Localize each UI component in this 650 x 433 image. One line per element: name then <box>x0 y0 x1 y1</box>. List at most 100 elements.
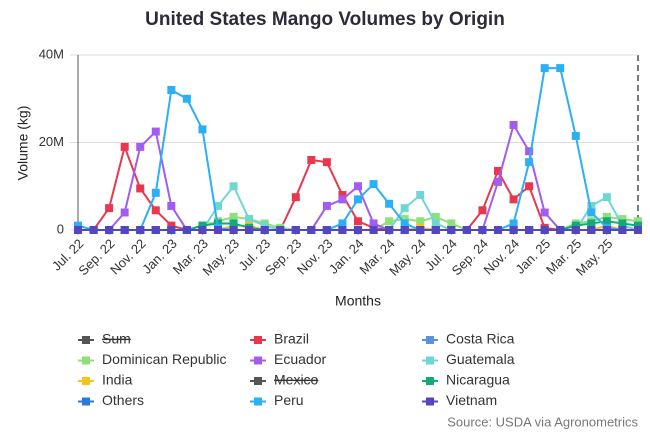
point <box>151 127 160 136</box>
point <box>229 226 238 234</box>
legend-item[interactable]: Guatemala <box>422 351 515 367</box>
legend-label: Ecuador <box>274 351 326 367</box>
legend-item[interactable]: Ecuador <box>250 351 326 367</box>
point <box>494 177 502 186</box>
point <box>556 226 565 234</box>
point <box>509 226 518 234</box>
legend-item[interactable]: Brazil <box>250 331 309 347</box>
point <box>618 215 627 224</box>
point <box>338 226 347 234</box>
point <box>462 226 471 234</box>
point <box>167 86 176 94</box>
point <box>322 226 331 234</box>
legend-label: India <box>102 372 133 388</box>
point <box>618 226 627 234</box>
point <box>602 226 611 234</box>
point <box>307 156 316 164</box>
legend-marker <box>426 336 434 344</box>
point <box>182 226 191 234</box>
point <box>105 204 114 213</box>
point <box>260 221 269 230</box>
point <box>400 226 409 234</box>
point <box>369 180 378 189</box>
legend-label: Vietnam <box>446 392 497 408</box>
legend-label: Nicaragua <box>446 372 510 388</box>
point <box>198 125 207 134</box>
x-tick-label: Nov. 24 <box>480 236 522 278</box>
legend-label: Peru <box>274 392 304 408</box>
point <box>447 226 456 234</box>
point <box>167 201 176 210</box>
legend-marker <box>82 356 90 365</box>
legend-label: Dominican Republic <box>102 351 227 367</box>
series-line <box>77 67 638 231</box>
legend-item[interactable]: Sum <box>78 331 131 347</box>
point <box>136 226 145 234</box>
point <box>338 191 347 199</box>
point <box>602 217 611 226</box>
point <box>276 226 285 234</box>
legend-label: Others <box>102 392 144 408</box>
point <box>354 217 362 226</box>
point <box>151 206 160 215</box>
legend-label: Brazil <box>274 331 309 347</box>
point <box>602 212 611 221</box>
point <box>167 221 176 230</box>
legend-item[interactable]: Mexico <box>250 372 319 388</box>
legend-item[interactable]: Costa Rica <box>422 331 515 347</box>
legend-marker <box>254 397 262 406</box>
y-tick-label: 0 <box>57 221 64 236</box>
point <box>618 219 627 228</box>
point <box>509 195 518 204</box>
point <box>369 226 378 234</box>
point <box>400 215 409 224</box>
point <box>354 195 362 204</box>
point <box>525 226 534 234</box>
point <box>571 226 580 234</box>
point <box>447 219 456 228</box>
legend-label: Guatemala <box>446 351 515 367</box>
point <box>478 226 487 234</box>
point <box>587 208 596 217</box>
point <box>416 191 425 199</box>
legend-item[interactable]: India <box>78 372 133 388</box>
point <box>385 199 394 208</box>
point <box>291 226 300 234</box>
point <box>400 204 409 213</box>
point <box>198 221 207 230</box>
legend-marker <box>82 377 90 385</box>
point <box>571 131 580 140</box>
point <box>291 193 300 202</box>
point <box>214 226 222 234</box>
legend-label: Costa Rica <box>446 331 515 347</box>
legend-item[interactable]: Vietnam <box>422 392 497 408</box>
point <box>634 226 642 234</box>
source: Source: USDA via Agronometrics <box>447 414 638 429</box>
point <box>167 226 176 234</box>
point <box>478 206 487 215</box>
point <box>494 166 502 175</box>
point <box>322 158 331 167</box>
legend-item[interactable]: Dominican Republic <box>78 351 227 367</box>
point <box>89 226 98 234</box>
point <box>229 182 238 191</box>
point <box>120 226 129 234</box>
legend-item[interactable]: Others <box>78 392 144 408</box>
point <box>400 219 409 228</box>
point <box>556 64 565 73</box>
series-line <box>78 122 638 231</box>
point <box>151 226 160 234</box>
point <box>338 219 347 228</box>
point <box>74 226 82 234</box>
point <box>120 142 129 151</box>
point <box>602 193 611 202</box>
legend-marker <box>254 336 262 344</box>
point <box>509 121 518 129</box>
point <box>525 182 534 191</box>
legend-item[interactable]: Peru <box>250 392 304 408</box>
point <box>229 219 238 228</box>
legend-marker <box>82 336 90 344</box>
point <box>431 212 440 221</box>
point <box>587 226 596 234</box>
legend-item[interactable]: Nicaragua <box>422 372 510 388</box>
